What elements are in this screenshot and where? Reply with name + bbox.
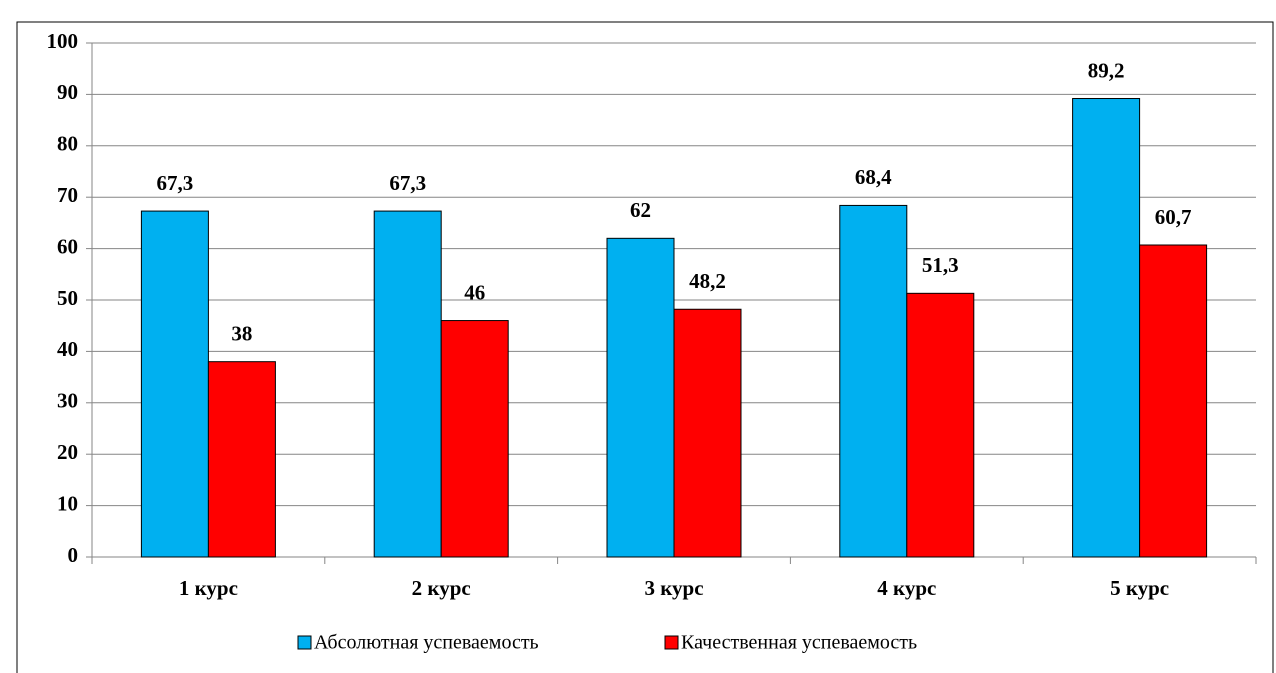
y-tick-label: 100	[47, 29, 79, 53]
y-tick-label: 90	[57, 80, 78, 104]
y-tick-label: 20	[57, 440, 78, 464]
bar	[207, 361, 276, 558]
value-label: 60,7	[1155, 205, 1192, 229]
y-tick-label: 10	[57, 491, 78, 515]
bar	[839, 204, 908, 558]
legend-swatch	[664, 635, 679, 650]
y-tick-label: 40	[57, 337, 78, 361]
legend-label: Качественная успеваемость	[681, 632, 917, 654]
y-tick-label: 30	[57, 389, 78, 413]
y-tick-label: 0	[68, 543, 79, 567]
value-label: 48,2	[689, 269, 726, 293]
chart-border	[16, 21, 1274, 673]
legend-label: Абсолютная успеваемость	[314, 632, 539, 654]
value-label: 38	[231, 321, 252, 345]
x-tick-label: 2 курс	[412, 576, 471, 600]
y-tick-label: 70	[57, 183, 78, 207]
legend-swatch	[297, 635, 312, 650]
bar	[440, 320, 509, 558]
y-tick-label: 80	[57, 132, 78, 156]
value-label: 89,2	[1088, 58, 1125, 82]
x-tick-label: 5 курс	[1110, 576, 1169, 600]
bar	[1072, 98, 1141, 558]
value-label: 67,3	[389, 171, 426, 195]
bar	[373, 210, 442, 558]
bar	[906, 292, 975, 558]
bar	[140, 210, 209, 558]
value-label: 67,3	[157, 171, 194, 195]
value-label: 62	[630, 198, 651, 222]
value-label: 46	[464, 280, 485, 304]
y-tick-label: 60	[57, 234, 78, 258]
y-tick-label: 50	[57, 286, 78, 310]
x-tick-label: 1 курс	[179, 576, 238, 600]
value-label: 68,4	[855, 165, 892, 189]
bar	[673, 308, 742, 558]
bar	[1139, 244, 1208, 558]
x-tick-label: 4 курс	[877, 576, 936, 600]
x-tick-label: 3 курс	[644, 576, 703, 600]
value-label: 51,3	[922, 253, 959, 277]
bar	[606, 237, 675, 558]
